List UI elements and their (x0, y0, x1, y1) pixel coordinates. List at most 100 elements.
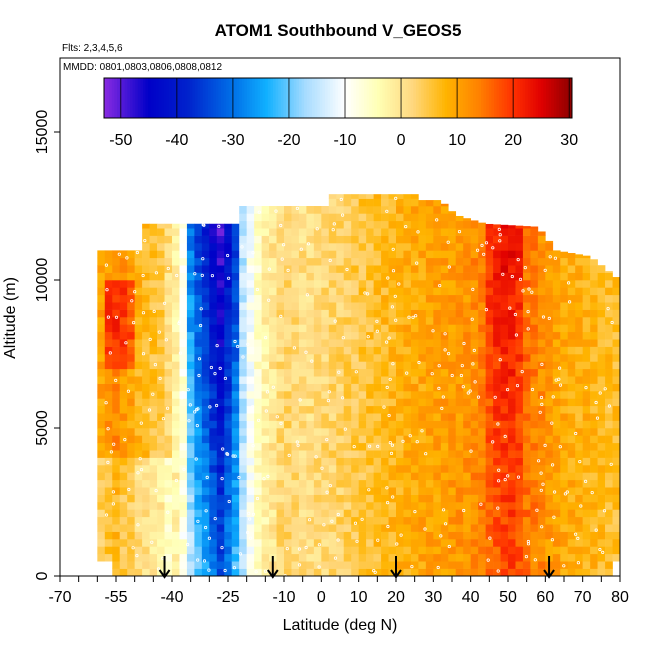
observation-point (106, 460, 110, 464)
heatmap-cell (500, 250, 509, 259)
heatmap-cell (463, 294, 471, 303)
heatmap-cell (246, 213, 255, 222)
heatmap-cell (440, 368, 449, 377)
heatmap-cell (298, 206, 307, 214)
y-tick-label: 10000 (34, 258, 51, 303)
heatmap-cell (328, 272, 337, 281)
heatmap-cell (560, 405, 569, 414)
heatmap-cell (157, 294, 165, 303)
heatmap-cell (179, 354, 188, 362)
heatmap-cell (552, 561, 561, 569)
observation-point (539, 395, 544, 400)
heatmap-cell (366, 309, 374, 318)
heatmap-cell (552, 391, 561, 399)
heatmap-cell (358, 398, 367, 407)
heatmap-cell (157, 472, 165, 481)
colorbar-segment (182, 78, 185, 118)
heatmap-cell (403, 509, 412, 518)
heatmap-cell (470, 339, 479, 347)
heatmap-cell (508, 450, 516, 458)
heatmap-cell (254, 235, 262, 244)
heatmap-cell (142, 302, 150, 310)
heatmap-cell (269, 442, 277, 451)
heatmap-cell (127, 524, 135, 532)
heatmap-cell (425, 309, 434, 318)
heatmap-cell (396, 405, 404, 414)
colorbar-segment (527, 78, 531, 118)
heatmap-cell (381, 198, 389, 207)
heatmap-cell (127, 413, 135, 421)
heatmap-cell (396, 302, 404, 310)
heatmap-cell (493, 302, 501, 310)
heatmap-cell (209, 442, 218, 451)
observation-point (486, 558, 490, 562)
heatmap-cell (493, 516, 501, 525)
heatmap-cell (164, 442, 173, 451)
heatmap-cell (575, 413, 583, 421)
heatmap-cell (164, 243, 173, 251)
heatmap-cell (470, 376, 479, 384)
heatmap-cell (560, 479, 569, 488)
observation-point (391, 269, 396, 273)
heatmap-cell (239, 413, 247, 421)
colorbar-segment (249, 78, 253, 118)
heatmap-cell (306, 465, 315, 473)
heatmap-cell (351, 220, 359, 229)
heatmap-cell (590, 324, 598, 333)
heatmap-cell (500, 509, 509, 518)
heatmap-cell (306, 302, 315, 310)
heatmap-cell (575, 428, 583, 436)
heatmap-cell (157, 354, 165, 362)
heatmap-cell (463, 309, 471, 318)
heatmap-cell (261, 257, 270, 266)
heatmap-cell (522, 257, 531, 266)
heatmap-cell (530, 228, 539, 236)
heatmap-cell (530, 568, 539, 576)
heatmap-cell (149, 235, 158, 244)
heatmap-cell (224, 391, 233, 399)
heatmap-cell (276, 531, 285, 540)
heatmap-cell (493, 243, 501, 251)
observation-point (326, 398, 330, 403)
heatmap-cell (321, 346, 330, 355)
heatmap-cell (530, 413, 539, 421)
colorbar-segment (486, 78, 490, 118)
heatmap-cell (186, 272, 195, 281)
heatmap-cell (425, 405, 434, 414)
heatmap-cell (373, 561, 382, 569)
heatmap-cell (396, 317, 404, 325)
observation-point (563, 492, 568, 496)
heatmap-cell (269, 524, 277, 532)
heatmap-cell (396, 220, 404, 229)
heatmap-cell (328, 487, 337, 495)
heatmap-cell (418, 272, 427, 281)
heatmap-cell (403, 354, 412, 362)
colorbar-segment (405, 78, 409, 118)
heatmap-cell (612, 435, 620, 444)
heatmap-cell (366, 206, 374, 214)
heatmap-cell (508, 339, 516, 347)
heatmap-cell (231, 516, 240, 525)
observation-point (386, 276, 390, 280)
heatmap-cell (298, 391, 307, 399)
heatmap-cell (97, 413, 106, 421)
heatmap-cell (216, 457, 225, 466)
heatmap-cell (351, 391, 359, 399)
heatmap-cell (336, 257, 345, 266)
heatmap-cell (157, 516, 165, 525)
heatmap-cell (186, 472, 195, 481)
heatmap-cell (575, 287, 583, 296)
heatmap-cell (418, 465, 427, 473)
heatmap-cell (164, 472, 173, 481)
heatmap-cell (358, 479, 367, 488)
heatmap-cell (201, 324, 210, 333)
heatmap-cell (306, 502, 315, 510)
heatmap-cell (410, 220, 419, 229)
heatmap-cell (478, 398, 486, 407)
heatmap-cell (358, 346, 367, 355)
heatmap-cell (388, 272, 397, 281)
heatmap-cell (246, 568, 255, 576)
heatmap-cell (142, 376, 150, 384)
colorbar-segment (314, 78, 318, 118)
heatmap-cell (246, 302, 255, 310)
